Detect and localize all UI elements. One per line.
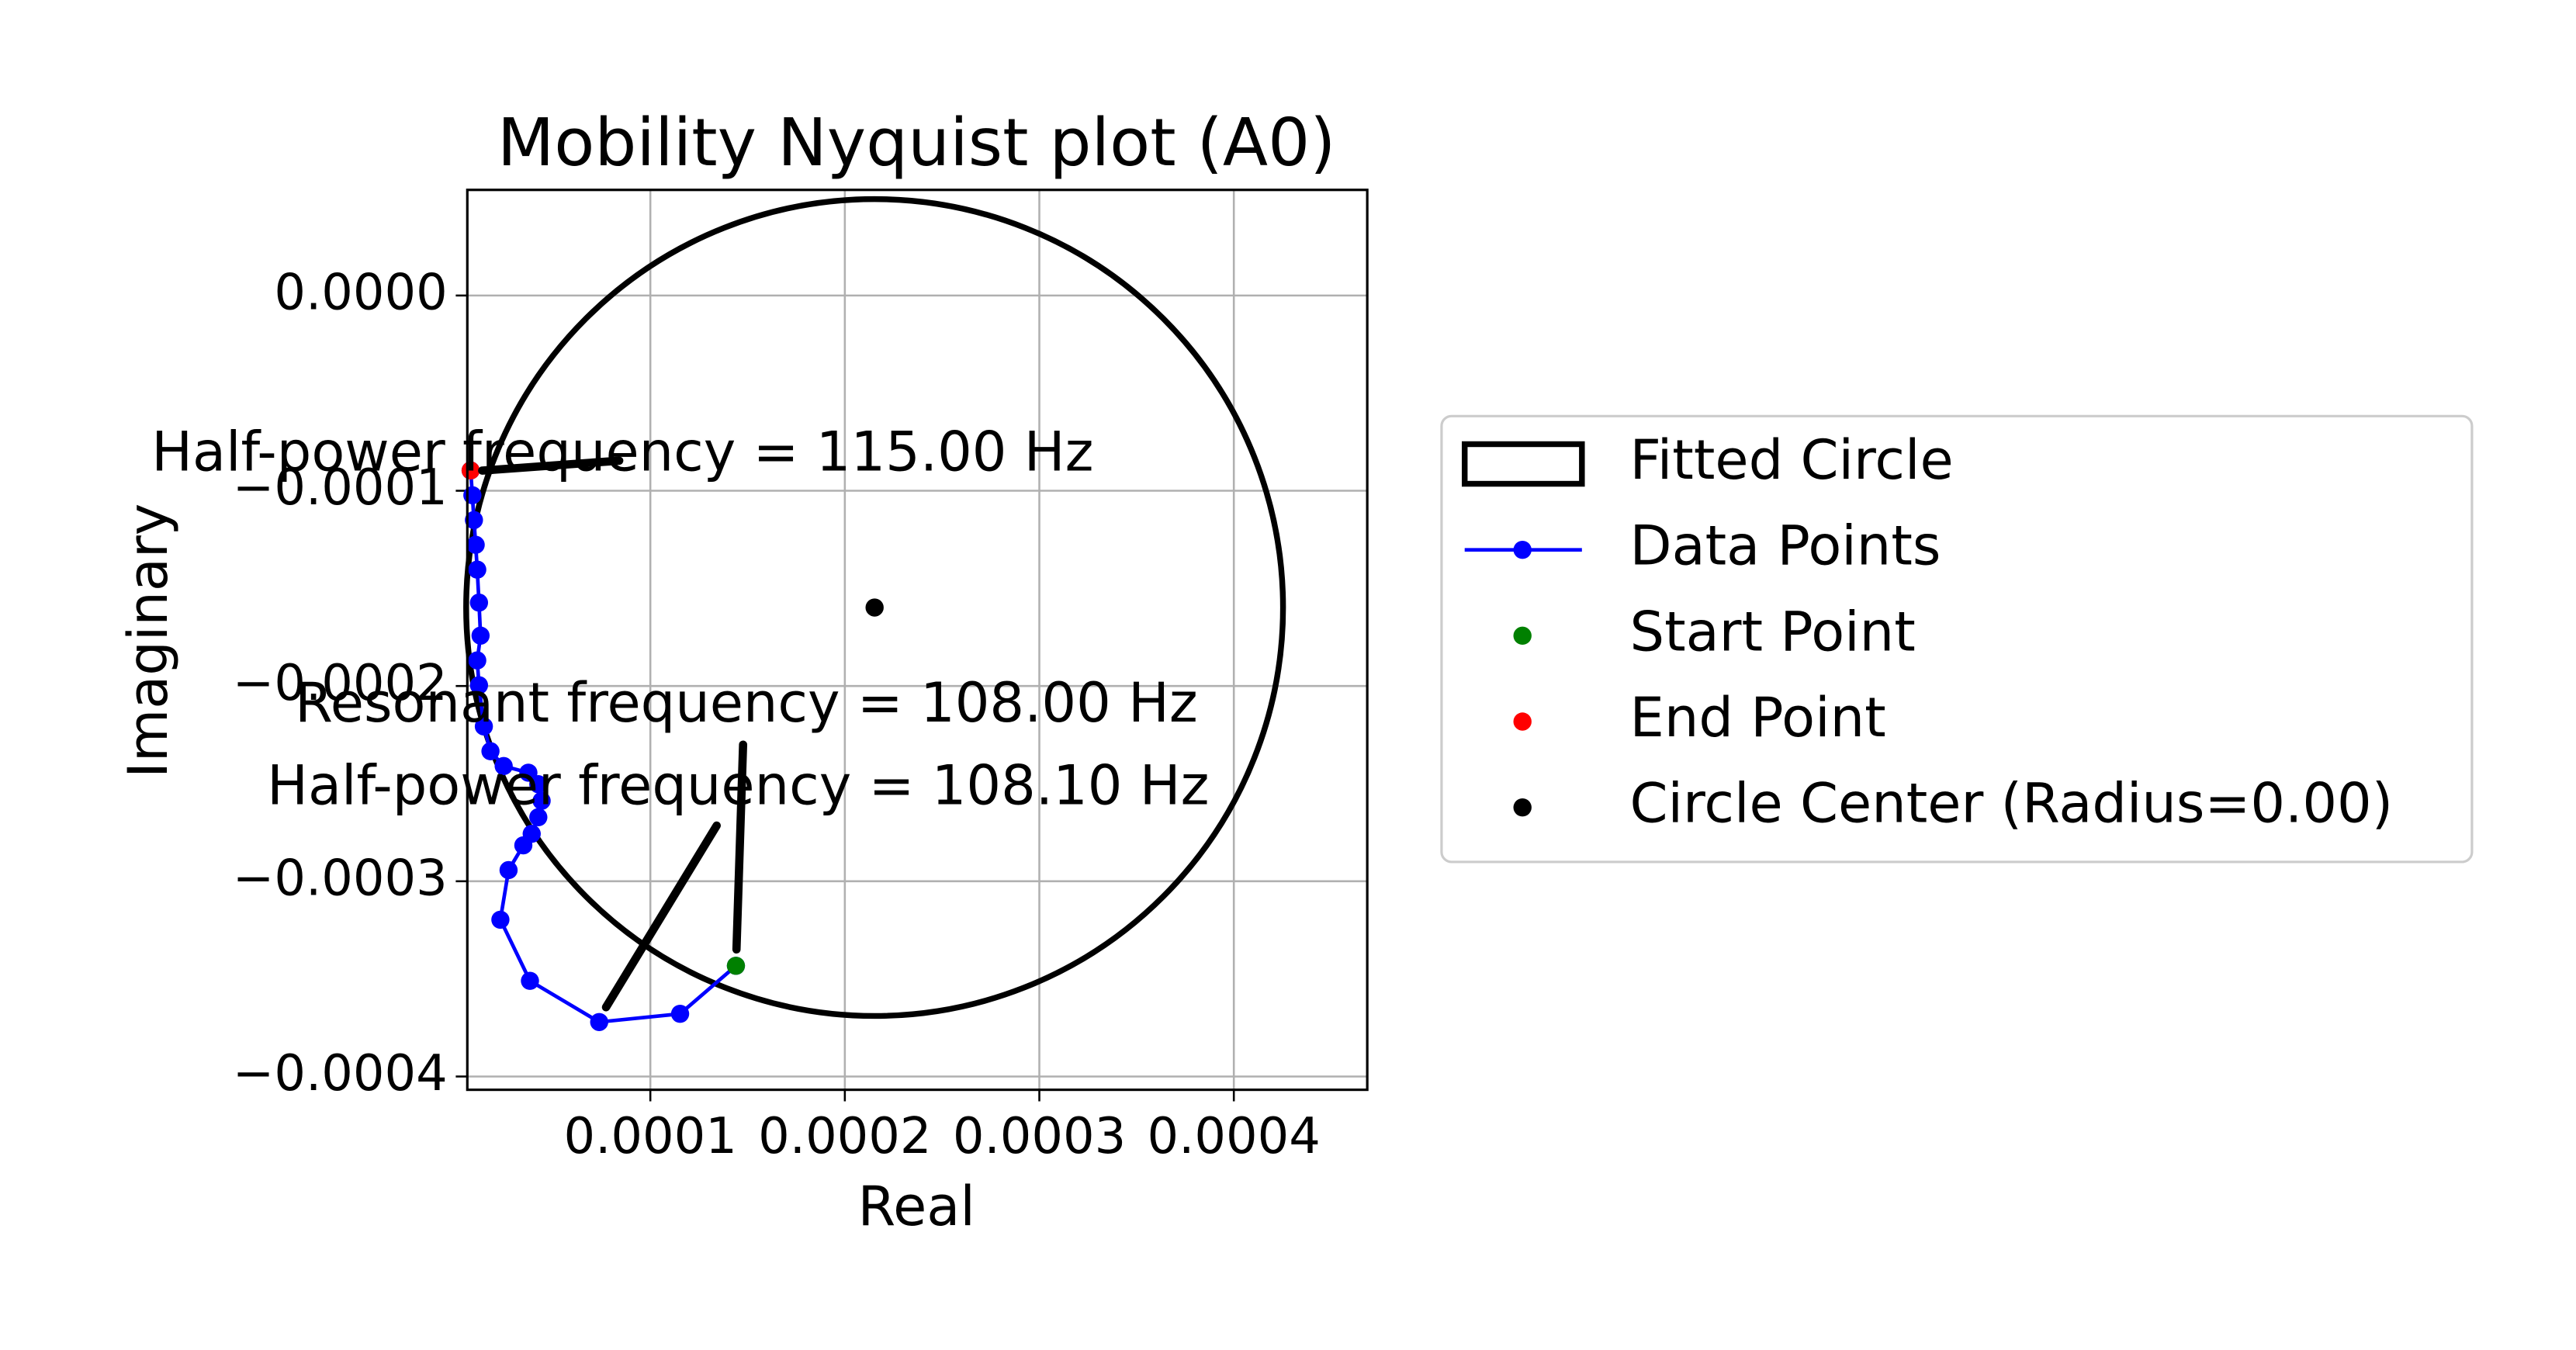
annotation-arrow	[732, 740, 748, 954]
data-point	[469, 676, 489, 694]
y-axis-label: Imaginary	[116, 504, 180, 778]
data-point	[468, 651, 486, 670]
legend-marker	[1513, 712, 1532, 731]
legend: Fitted Circle Data Points Start Point End P…	[1440, 414, 2474, 864]
data-point	[670, 1005, 690, 1023]
data-point	[463, 486, 482, 505]
data-point	[471, 626, 490, 645]
annotation-arrow	[478, 456, 624, 475]
legend-label: End Point	[1630, 686, 1886, 749]
legend-label: Start Point	[1630, 600, 1916, 663]
data-point	[726, 957, 746, 975]
data-point	[465, 511, 483, 529]
chart-title: Mobility Nyquist plot (A0)	[497, 105, 1336, 182]
legend-frame	[1440, 414, 2474, 864]
data-line	[469, 470, 737, 1024]
data-point	[519, 763, 538, 782]
data-point	[529, 808, 548, 826]
data-point	[865, 598, 884, 617]
data-point	[466, 535, 485, 554]
data-point	[491, 910, 510, 929]
legend-marker	[1513, 798, 1532, 817]
legend-label: Circle Center (Radius=0.00)	[1630, 772, 2394, 836]
legend-marker	[1513, 626, 1532, 646]
data-point	[474, 717, 493, 736]
y-tick-label: −0.0003	[233, 850, 448, 907]
annotation-arrow	[601, 821, 721, 1012]
annotation: Resonant frequency = 108.00 Hz	[295, 671, 1198, 735]
data-point	[469, 594, 489, 612]
legend-marker	[1513, 540, 1532, 559]
data-point	[481, 742, 500, 760]
y-tick-label: −0.0004	[233, 1045, 448, 1102]
data-point	[522, 824, 541, 843]
data-point	[590, 1012, 608, 1031]
annotation: Half-power frequency = 115.00 Hz	[151, 420, 1093, 483]
y-tick-label: −0.0001	[233, 459, 448, 517]
legend-label: Fitted Circle	[1630, 428, 1954, 492]
data-point	[499, 860, 518, 880]
data-point	[521, 971, 539, 990]
y-tick-label: 0.0000	[274, 264, 447, 321]
plot-frame	[466, 189, 1369, 1092]
x-tick-label: 0.0002	[758, 1108, 931, 1165]
data-point	[494, 756, 513, 776]
grid	[467, 189, 1368, 1090]
legend-label: Data Points	[1630, 514, 1941, 578]
x-tick-label: 0.0004	[1148, 1108, 1321, 1165]
x-tick-label: 0.0003	[953, 1108, 1126, 1165]
data-point	[468, 560, 486, 579]
annotation: Half-power frequency = 108.10 Hz	[267, 753, 1209, 817]
x-axis-label: Real	[857, 1175, 975, 1238]
x-tick-label: 0.0001	[564, 1108, 737, 1165]
data-point	[532, 791, 551, 810]
legend-swatch	[1461, 441, 1585, 487]
y-tick-label: −0.0002	[233, 655, 448, 712]
